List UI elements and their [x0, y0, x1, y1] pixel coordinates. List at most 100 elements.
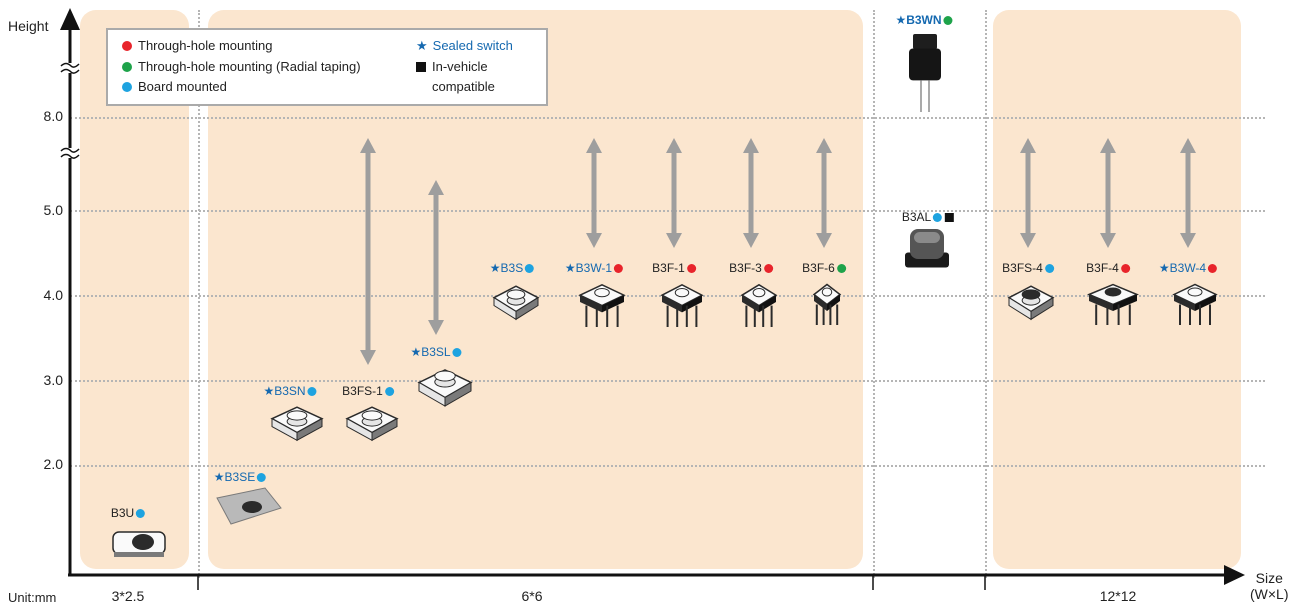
- product-name: B3FS-1: [342, 384, 383, 398]
- star-icon: ★: [213, 470, 225, 484]
- star-icon: ★: [564, 261, 576, 275]
- board-dot: [452, 348, 462, 357]
- legend-label: Sealed switch: [432, 38, 513, 53]
- product-name: B3W-1: [575, 261, 613, 275]
- product-label-b3se: ★B3SE: [213, 470, 267, 484]
- product-name: B3F-3: [729, 261, 762, 275]
- switch-image-b3fs-1: [343, 398, 401, 449]
- legend-item-through-hole: Through-hole mounting: [122, 38, 272, 54]
- switch-image-b3s: [490, 277, 542, 328]
- square-icon: [416, 62, 426, 72]
- x-axis-label-text: Size (W×L): [1250, 570, 1289, 602]
- product-label-b3f-3: B3F-3: [729, 261, 773, 275]
- switch-image-b3se: [213, 486, 283, 533]
- product-name: B3F-6: [802, 261, 835, 275]
- gridline-5-0: [70, 210, 1265, 212]
- y-tick-2-0: 2.0: [43, 456, 63, 472]
- star-icon: ★: [410, 345, 422, 359]
- unit-label: Unit:mm: [8, 590, 57, 605]
- product-label-b3f-1: B3F-1: [652, 261, 696, 275]
- gridline-2-0: [70, 465, 1265, 467]
- vehicle-square-icon: [945, 213, 955, 222]
- product-label-b3w-1: ★B3W-1: [564, 261, 624, 275]
- through-hole-dot: [686, 264, 696, 273]
- y-tick-4-0: 4.0: [43, 287, 63, 303]
- height-range-arrow-b3fs-1: [360, 138, 376, 365]
- x-axis-label: Size (W×L): [1250, 570, 1289, 602]
- height-range-arrow-b3f-4: [1100, 138, 1116, 248]
- product-label-b3al: B3AL: [901, 210, 955, 224]
- product-name: B3FS-4: [1002, 261, 1043, 275]
- gridline-3-0: [70, 380, 1265, 382]
- switch-image-b3f-1: [658, 277, 706, 334]
- height-range-arrow-b3fs-4: [1020, 138, 1036, 248]
- legend-item-vehicle-line2: compatible: [432, 79, 495, 94]
- through-hole-dot: [614, 264, 624, 273]
- x-category-3x2-5: 3*2.5: [111, 588, 145, 604]
- legend-item-radial-taping: Through-hole mounting (Radial taping): [122, 59, 361, 75]
- product-name: B3F-4: [1086, 261, 1119, 275]
- product-name: B3S: [500, 261, 524, 275]
- product-label-b3fs-4: B3FS-4: [1002, 261, 1054, 275]
- board-dot: [525, 264, 535, 273]
- star-icon: ★: [1158, 261, 1170, 275]
- legend-label: Board mounted: [138, 79, 227, 94]
- y-tick-5-0: 5.0: [43, 202, 63, 218]
- product-label-b3sn: ★B3SN: [263, 384, 317, 398]
- switch-image-b3sl: [415, 360, 475, 415]
- legend-label: Through-hole mounting (Radial taping): [138, 59, 361, 74]
- y-tick-8-0: 8.0: [43, 108, 63, 124]
- board-dot: [933, 213, 943, 222]
- product-name: B3AL: [901, 210, 932, 224]
- x-category-12x12: 12*12: [1099, 588, 1137, 604]
- legend-item-vehicle: In-vehicle: [416, 59, 488, 75]
- legend-label: Through-hole mounting: [138, 38, 273, 53]
- product-name: B3U: [110, 506, 135, 520]
- height-range-arrow-b3f-1: [666, 138, 682, 248]
- product-label-b3f-6: B3F-6: [802, 261, 846, 275]
- legend-item-sealed: ★ Sealed switch: [416, 38, 513, 54]
- height-range-arrow-b3f-3: [743, 138, 759, 248]
- radial-taping-dot: [943, 16, 953, 25]
- divider-3: [985, 10, 987, 578]
- product-name: B3SL: [421, 345, 451, 359]
- height-range-arrow-b3sl: [428, 180, 444, 335]
- divider-2: [873, 10, 875, 578]
- x-category-6x6: 6*6: [521, 588, 543, 604]
- switch-image-b3w-4: [1170, 277, 1220, 332]
- legend-label: In-vehicle: [432, 59, 488, 74]
- switch-image-b3u: [110, 522, 168, 567]
- through-hole-dot: [1208, 264, 1218, 273]
- product-name: B3WN: [906, 13, 942, 27]
- board-dot: [384, 387, 394, 396]
- legend-blue-dot: [122, 82, 132, 92]
- y-tick-3-0: 3.0: [43, 372, 63, 388]
- height-range-arrow-b3w-1: [586, 138, 602, 248]
- switch-image-b3fs-4: [1005, 277, 1057, 328]
- star-icon: ★: [416, 38, 428, 53]
- switch-image-b3sn: [268, 398, 326, 449]
- switch-image-b3f-3: [738, 277, 780, 334]
- board-dot: [1044, 264, 1054, 273]
- legend-item-board: Board mounted: [122, 79, 227, 95]
- star-icon: ★: [895, 13, 907, 27]
- switch-image-b3w-1: [576, 277, 628, 334]
- product-label-b3sl: ★B3SL: [410, 345, 462, 359]
- legend-red-dot: [122, 41, 132, 51]
- product-label-b3wn: ★B3WN: [895, 13, 953, 27]
- product-label-b3f-4: B3F-4: [1086, 261, 1130, 275]
- star-icon: ★: [263, 384, 275, 398]
- switch-image-b3f-4: [1085, 277, 1141, 332]
- board-dot: [307, 387, 317, 396]
- radial-taping-dot: [836, 264, 846, 273]
- product-name: B3W-4: [1169, 261, 1207, 275]
- switch-image-b3wn: [905, 30, 945, 119]
- product-name: B3SN: [274, 384, 306, 398]
- legend-green-dot: [122, 62, 132, 72]
- gridline-8-0: [70, 117, 1265, 119]
- product-label-b3s: ★B3S: [490, 261, 535, 275]
- through-hole-dot: [1120, 264, 1130, 273]
- height-range-arrow-b3f-6: [816, 138, 832, 248]
